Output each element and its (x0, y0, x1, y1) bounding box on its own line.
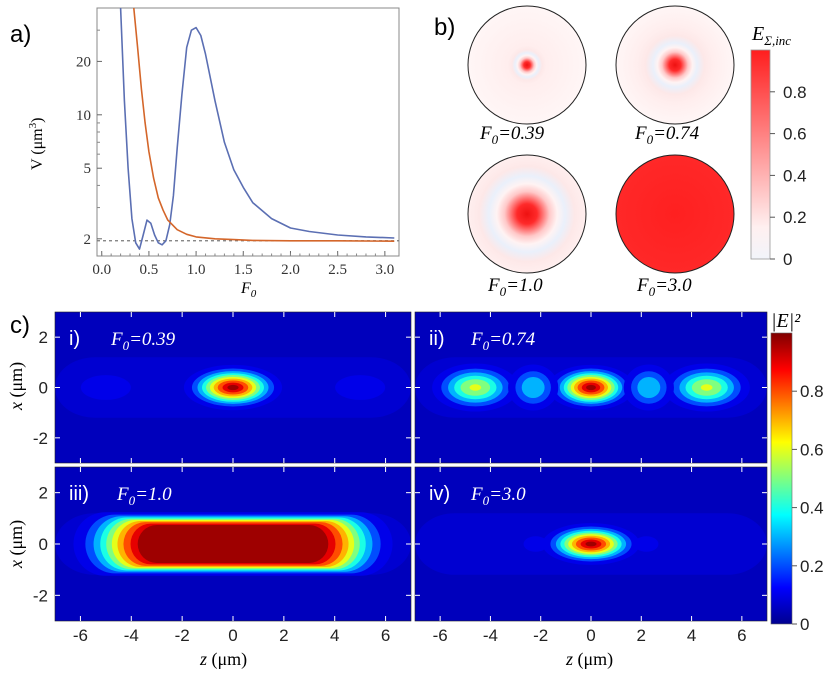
panel-label-a: a) (10, 21, 31, 48)
heatmap-f0-label: F0=3.0 (470, 484, 526, 508)
field-contour (227, 384, 239, 391)
x-tick-label: 1.0 (187, 262, 206, 278)
x-tick-label: 0.5 (140, 262, 159, 278)
c-y-label-top: x (μm) (6, 362, 27, 411)
colorbar-c: |E|² 0 0.2 0.4 0.6 0.8 (770, 310, 824, 634)
c-x-label-right: z (μm) (565, 649, 613, 670)
colorbar-c-tick-label: 0.6 (800, 440, 824, 459)
y-tick-label: 2 (84, 232, 92, 248)
x-tick-label: 6 (381, 626, 390, 645)
x-tick-label: -6 (73, 626, 88, 645)
x-axis-label: F0 (240, 280, 257, 300)
series-orange (133, 8, 395, 242)
y-axis-label: V (μm3) (27, 118, 46, 170)
disk-label: F0=0.74 (634, 123, 700, 147)
heatmap-ii: ii) F0=0.74 (414, 311, 768, 464)
panel-label-c: c) (10, 312, 30, 339)
colorbar-c-tick-label: 0.8 (800, 382, 824, 401)
colorbar-c-tick-label: 0.4 (800, 499, 824, 518)
y-tick-label: 5 (84, 161, 92, 177)
x-tick-label: -2 (533, 626, 548, 645)
y-tick-label: 0 (39, 535, 48, 554)
x-tick-label: -4 (124, 626, 139, 645)
colorbar-b-tick-label: 0.2 (783, 208, 807, 227)
field-disk (615, 5, 735, 125)
y-tick-label: 10 (76, 108, 91, 124)
x-tick-label: 4 (687, 626, 696, 645)
series-blue (119, 8, 395, 250)
x-tick-label: 0.0 (92, 262, 111, 278)
field-disk (467, 5, 587, 125)
y-tick-label: -2 (33, 586, 48, 605)
y-tick-label: 2 (39, 328, 48, 347)
c-x-label-left: z (μm) (199, 649, 247, 670)
field-disk (615, 154, 735, 274)
field-contour (585, 541, 597, 547)
colorbar-b: EΣ,inc 0 0.2 0.4 0.6 0.8 (750, 23, 807, 269)
heatmap-iv: iv) F0=3.0 -6 -4 -2 0 2 4 6 (414, 466, 768, 645)
field-contour (469, 384, 482, 391)
heatmap-roman-label: iii) (69, 483, 89, 505)
heatmap-f0-label: F0=0.74 (470, 329, 536, 353)
heatmap-roman-label: ii) (429, 328, 445, 350)
y-tick-label: 2 (39, 484, 48, 503)
disk-label: F0=0.39 (479, 123, 545, 147)
x-tick-label: 3.0 (375, 262, 394, 278)
x-tick-label: -6 (433, 626, 448, 645)
x-tick-label: 0 (228, 626, 237, 645)
field-contour (637, 377, 661, 398)
colorbar-b-tick-label: 0 (783, 250, 792, 269)
colorbar-b-tick-label: 0.6 (783, 125, 807, 144)
disk-panel-b: F0=0.39 F0=0.74 F0=1.0 F0=3.0 (467, 5, 735, 299)
colorbar-b-bar (750, 49, 771, 260)
colorbar-c-tick-label: 0 (800, 615, 809, 634)
x-tick-label: 1.5 (234, 262, 253, 278)
field-contour (523, 536, 548, 552)
field-contour (521, 377, 545, 398)
x-tick-label: 2 (637, 626, 646, 645)
colorbar-c-bar (770, 332, 793, 625)
y-tick-label: 0 (39, 379, 48, 398)
colorbar-c-title: |E|² (771, 310, 801, 332)
colorbar-c-tick-label: 0.2 (800, 557, 824, 576)
y-tick-label: -2 (33, 429, 48, 448)
x-tick-label: 2.5 (328, 262, 347, 278)
heatmap-panel-c: i) F0=0.39 2 0 -2 ii) F0=0.74 iii) F0=1.0 2 0 -2 -6 -… (33, 311, 768, 645)
heatmap-f0-label: F0=0.39 (110, 329, 176, 353)
field-contour (137, 525, 329, 563)
heatmap-iii: iii) F0=1.0 2 0 -2 -6 -4 -2 0 2 4 6 (33, 466, 412, 645)
x-tick-label: 2 (279, 626, 288, 645)
field-contour (335, 375, 386, 400)
field-disk (467, 154, 587, 274)
heatmap-roman-label: i) (69, 328, 80, 350)
field-contour (586, 384, 596, 391)
x-tick-label: 6 (737, 626, 746, 645)
x-tick-label: -4 (483, 626, 498, 645)
x-tick-label: 0 (586, 626, 595, 645)
heatmap-roman-label: iv) (429, 483, 450, 505)
heatmap-i: i) F0=0.39 2 0 -2 (33, 311, 412, 464)
c-y-label-bottom: x (μm) (6, 520, 27, 569)
plot-frame (96, 7, 400, 257)
field-contour (700, 384, 713, 391)
x-tick-label: 4 (330, 626, 339, 645)
panel-label-b: b) (434, 14, 455, 41)
colorbar-b-tick-label: 0.8 (783, 83, 807, 102)
x-tick-label: -2 (175, 626, 190, 645)
colorbar-b-tick-label: 0.4 (783, 166, 807, 185)
x-tick-label: 2.0 (281, 262, 300, 278)
field-contour (634, 536, 659, 552)
field-contour (80, 375, 131, 400)
heatmap-f0-label: F0=1.0 (116, 484, 172, 508)
line-chart-a: 0.0 0.5 1.0 1.5 2.0 2.5 3.0 2 5 10 20 F0 V (μm3) (27, 7, 400, 300)
disk-label: F0=3.0 (636, 275, 692, 299)
y-tick-label: 20 (76, 54, 91, 70)
colorbar-b-title: EΣ,inc (751, 23, 791, 48)
disk-label: F0=1.0 (487, 275, 543, 299)
